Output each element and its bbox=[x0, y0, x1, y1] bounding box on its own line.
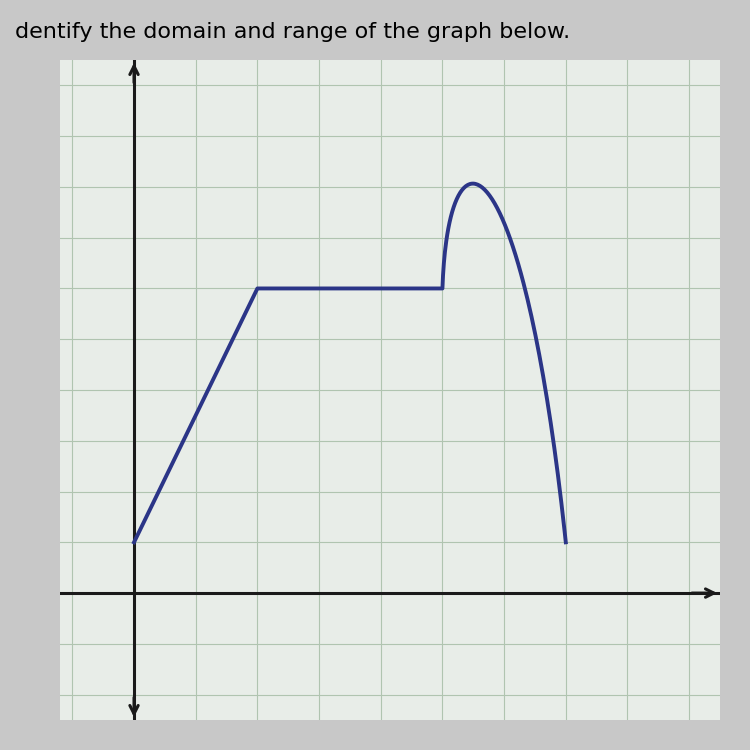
Text: dentify the domain and range of the graph below.: dentify the domain and range of the grap… bbox=[15, 22, 570, 43]
